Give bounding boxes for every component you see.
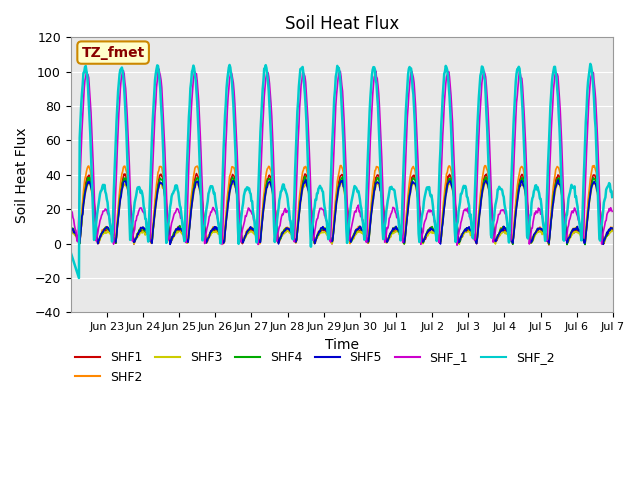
SHF_2 (217, 240, 225, 246)
SHF2 (609, 225, 616, 230)
SHF5 (77, 232, 84, 238)
SHF1 (217, 234, 225, 240)
SHF5 (166, 241, 174, 247)
SHF_1 (132, 217, 140, 223)
SHF5 (67, 227, 74, 233)
SHF5 (188, 202, 196, 207)
SHF5 (132, 235, 140, 241)
SHF_2 (424, 184, 431, 190)
SHF1 (67, 227, 74, 232)
SHF_1 (77, 166, 84, 171)
Line: SHF1: SHF1 (70, 174, 612, 245)
SHF4 (609, 226, 616, 231)
SHF1 (132, 235, 140, 241)
SHF_1 (453, 242, 461, 248)
SHF2 (77, 227, 84, 233)
SHF_1 (217, 232, 225, 238)
SHF3 (216, 231, 223, 237)
Title: Soil Heat Flux: Soil Heat Flux (285, 15, 399, 33)
SHF4 (132, 236, 140, 241)
Line: SHF2: SHF2 (70, 166, 612, 244)
SHF_1 (67, 209, 74, 215)
SHF5 (302, 177, 310, 183)
SHF4 (424, 228, 431, 233)
SHF3 (67, 228, 74, 234)
SHF_2 (408, 72, 416, 78)
SHF1 (545, 242, 553, 248)
Line: SHF_1: SHF_1 (70, 69, 612, 245)
SHF_1 (408, 69, 416, 74)
SHF1 (193, 171, 200, 177)
SHF1 (77, 233, 84, 239)
SHF_2 (67, 249, 74, 255)
SHF3 (609, 228, 616, 234)
SHF3 (424, 233, 431, 239)
SHF3 (188, 209, 195, 215)
SHF2 (188, 194, 195, 200)
SHF_2 (188, 69, 196, 75)
SHF_2 (609, 194, 616, 200)
SHF2 (409, 165, 417, 170)
SHF2 (401, 241, 408, 247)
SHF3 (338, 179, 346, 185)
SHF_2 (75, 275, 83, 281)
Text: TZ_fmet: TZ_fmet (81, 46, 145, 60)
SHF4 (188, 206, 195, 212)
Line: SHF4: SHF4 (70, 177, 612, 244)
SHF_2 (77, 102, 85, 108)
Line: SHF5: SHF5 (70, 180, 612, 244)
SHF4 (67, 226, 74, 232)
SHF1 (408, 175, 416, 180)
SHF2 (67, 225, 74, 231)
Line: SHF3: SHF3 (70, 182, 612, 244)
SHF_1 (155, 66, 163, 72)
SHF4 (77, 232, 84, 238)
SHF2 (132, 234, 140, 240)
Line: SHF_2: SHF_2 (70, 64, 612, 278)
SHF_2 (586, 61, 594, 67)
SHF3 (77, 230, 84, 236)
SHF4 (301, 174, 308, 180)
SHF_2 (133, 188, 141, 193)
SHF2 (216, 231, 223, 237)
SHF3 (456, 241, 463, 247)
SHF4 (216, 232, 223, 238)
SHF1 (424, 229, 431, 235)
SHF1 (609, 227, 616, 233)
SHF3 (132, 235, 140, 240)
SHF2 (424, 227, 432, 233)
Legend: SHF1, SHF2, SHF3, SHF4, SHF5, SHF_1, SHF_2: SHF1, SHF2, SHF3, SHF4, SHF5, SHF_1, SHF… (70, 347, 559, 389)
SHF_1 (188, 96, 196, 102)
SHF1 (188, 205, 195, 211)
SHF_1 (424, 209, 431, 215)
X-axis label: Time: Time (324, 337, 359, 352)
SHF5 (217, 232, 225, 238)
SHF4 (408, 179, 416, 184)
SHF5 (409, 179, 417, 184)
SHF5 (609, 226, 616, 231)
SHF_1 (609, 208, 616, 214)
Y-axis label: Soil Heat Flux: Soil Heat Flux (15, 127, 29, 223)
SHF5 (424, 228, 432, 234)
SHF4 (563, 241, 571, 247)
SHF2 (337, 163, 345, 168)
SHF3 (408, 183, 416, 189)
